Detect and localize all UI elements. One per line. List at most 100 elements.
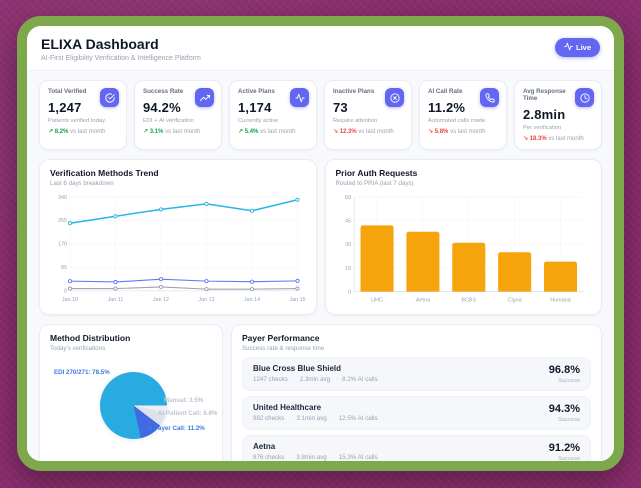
kpi-trend: ↘ 18.3% vs last month [523,135,593,142]
payer-meta: 876 checks · 3.8min avg · 15.3% AI calls [253,454,378,462]
kpi-trend-suffix: vs last month [260,129,296,135]
kpi-title: AI Call Rate [428,88,463,95]
trend-down-arrow-icon: ↘ [428,129,434,135]
payer-success-value: 96.8% [548,363,580,376]
payer-success-label: Success [558,455,580,462]
payer-meta-item: 8.2% AI calls [342,376,378,384]
payer-meta: 1247 checks · 2.3min avg · 8.2% AI calls [253,376,378,384]
svg-text:Jan 12: Jan 12 [153,297,169,303]
pie-label-2: Manual: 3.5% [164,396,204,404]
trend-up-arrow-icon: ↗ [48,129,54,135]
pie-label-1: EDI 270/271: 78.5% [54,368,110,376]
payer-success-label: Success [558,416,580,423]
trend-down-arrow-icon: ↘ [523,136,529,142]
activity-icon [290,88,309,107]
trending-up-icon [195,88,214,107]
kpi-row: Total Verified 1,247 Patients verified tod… [39,80,602,150]
payer-meta-item: 3.8min avg [296,454,327,462]
live-badge[interactable]: Live [554,38,600,57]
svg-text:UHC: UHC [371,298,383,304]
panel-subtitle: Success rate & response time [242,344,325,352]
payer-row-3: Aetna 876 checks · 3.8min avg · 15.3% AI call… [242,434,591,462]
svg-text:Jan 15: Jan 15 [289,297,305,303]
kpi-trend: ↘ 5.8% vs last month [428,128,498,135]
kpi-value: 2.8min [523,107,566,122]
method-distribution-panel: Method Distribution Today's verification… [39,323,223,461]
svg-text:Jan 11: Jan 11 [108,297,124,303]
prior-auth-chart: 0 15 30 45 60 UHC Aetna BCBS Cigna Humana [345,195,583,304]
kpi-trend: ↗ 8.2% vs last month [48,128,118,135]
trend-up-arrow-icon: ↗ [238,129,244,135]
panel-subtitle: Routed to PRIA (last 7 days) [335,180,414,187]
kpi-subtitle: Automated calls made [428,118,486,124]
panel-subtitle: Today's verifications [50,344,106,352]
kpi-value: 11.2% [428,100,466,115]
payer-meta-item: 15.3% AI calls [338,454,378,462]
svg-text:0: 0 [64,289,67,295]
svg-text:85: 85 [61,265,67,271]
kpi-trend-suffix: vs last month [548,136,584,142]
page-subtitle: AI-First Eligibility Verification & Inte… [41,55,201,62]
pulse-icon [564,42,573,53]
payer-meta-item: 2.3min avg [299,376,331,384]
kpi-subtitle: Require attention [333,118,378,124]
pie-label-4: AI Payer Call: 11.2% [146,424,205,432]
kpi-title: Success Rate [143,88,184,95]
panel-subtitle: Last 6 days breakdown [50,180,114,187]
svg-text:0: 0 [348,289,351,295]
payer-list: Blue Cross Blue Shield 1247 checks · 2.3min… [242,356,591,462]
payer-row-1: Blue Cross Blue Shield 1247 checks · 2.3min… [242,356,591,391]
phone-icon [480,88,499,107]
kpi-trend-value: 8.2% [54,129,69,135]
live-badge-label: Live [575,43,591,52]
kpi-trend-suffix: vs last month [165,129,201,135]
kpi-trend: ↗ 5.4% vs last month [238,128,308,135]
trend-down-arrow-icon: ↘ [333,129,339,135]
clock-icon [575,88,594,107]
method-distribution-pie [100,371,167,439]
payer-meta-item: 876 checks [253,454,285,462]
prior-auth-panel: Prior Auth Requests Routed to PRIA (last… [324,159,602,315]
kpi-value: 1,247 [48,100,82,115]
svg-text:15: 15 [345,266,351,272]
svg-text:170: 170 [58,242,67,248]
payer-meta: 982 checks · 3.1min avg · 12.5% AI calls [253,415,378,423]
kpi-trend-suffix: vs last month [70,129,106,135]
kpi-trend: ↘ 12.3% vs last month [333,128,403,135]
svg-text:60: 60 [345,195,351,201]
kpi-trend-suffix: vs last month [358,129,394,135]
kpi-subtitle: Patients verified today [48,118,106,124]
payer-success-value: 94.3% [548,402,580,415]
kpi-trend-value: 5.8% [434,129,449,135]
x-circle-icon [385,88,404,107]
svg-text:30: 30 [345,242,351,248]
panel-title: Prior Auth Requests [335,168,418,178]
panel-title: Payer Performance [242,332,320,343]
kpi-card-1: Total Verified 1,247 Patients verified tod… [39,80,127,150]
kpi-subtitle: Currently active [238,118,279,124]
kpi-title: Inactive Plans [333,88,375,95]
kpi-card-5: AI Call Rate 11.2% Automated calls made ↘ 5… [419,80,507,150]
app-header: ELIXA Dashboard AI-First Eligibility Ver… [27,26,614,70]
kpi-value: 73 [333,100,348,115]
payer-name: Blue Cross Blue Shield [253,364,342,374]
kpi-value: 94.2% [143,100,181,115]
payer-meta-item: 12.5% AI calls [338,415,378,423]
payer-meta-item: 3.1min avg [296,415,327,423]
svg-text:BCBS: BCBS [461,298,476,304]
dashboard-content: Total Verified 1,247 Patients verified tod… [27,70,614,462]
kpi-trend-value: 5.4% [244,129,259,135]
kpi-value: 1,174 [238,100,272,115]
svg-text:Jan 13: Jan 13 [198,297,214,303]
svg-text:255: 255 [58,218,67,224]
payer-name: Aetna [253,442,276,452]
trend-up-arrow-icon: ↗ [143,129,149,135]
dashboard-window: ELIXA Dashboard AI-First Eligibility Ver… [17,16,624,471]
kpi-trend-value: 3.1% [149,129,164,135]
payer-meta-item: 1247 checks [253,376,288,384]
svg-text:Jan 14: Jan 14 [244,297,260,303]
verification-trend-panel: Verification Methods Trend Last 6 days b… [39,159,317,315]
svg-text:340: 340 [58,195,67,201]
check-circle-icon [100,88,119,107]
kpi-card-2: Success Rate 94.2% EDI + AI verification ↗ … [134,80,222,150]
